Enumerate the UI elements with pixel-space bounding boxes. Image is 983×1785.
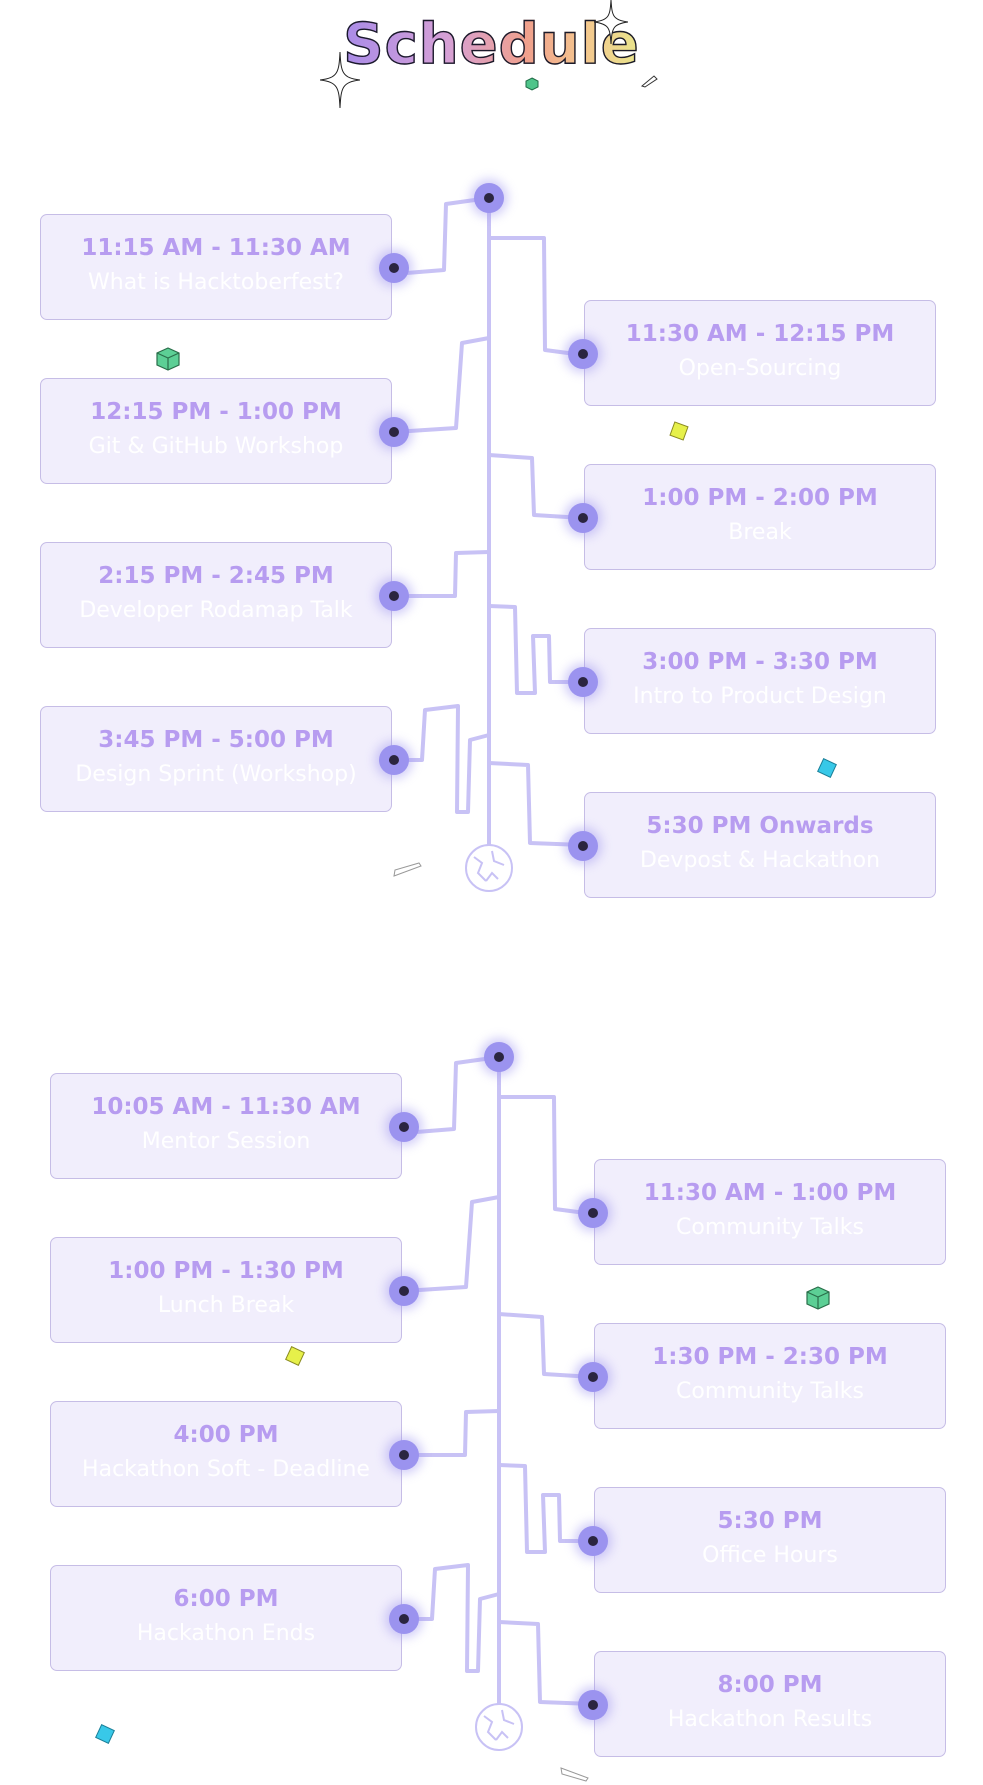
event-time: 11:15 AM - 11:30 AM	[81, 235, 351, 261]
timeline-node	[389, 1440, 419, 1470]
timeline-node	[379, 581, 409, 611]
timeline-node	[578, 1690, 608, 1720]
timeline-node	[578, 1526, 608, 1556]
globe-icon	[475, 1703, 523, 1751]
event-topic: What is Hacktoberfest?	[88, 270, 344, 295]
event-time: 5:30 PM Onwards	[646, 813, 874, 839]
timeline-node	[389, 1604, 419, 1634]
event-topic: Devpost & Hackathon	[639, 848, 881, 873]
sparkle-icon	[594, 0, 628, 44]
event-time: 11:30 AM - 12:15 PM	[625, 321, 895, 347]
timeline-node	[568, 667, 598, 697]
event-card: 5:30 PM Office Hours	[594, 1487, 946, 1593]
event-card: 4:00 PM Hackathon Soft - Deadline	[50, 1401, 402, 1507]
event-card: 1:00 PM - 2:00 PM Break	[584, 464, 936, 570]
event-card: 11:15 AM - 11:30 AM What is Hacktoberfes…	[40, 214, 392, 320]
event-topic: Hackathon Ends	[136, 1621, 316, 1646]
event-topic: Mentor Session	[141, 1129, 311, 1154]
event-time: 11:30 AM - 1:00 PM	[643, 1180, 897, 1206]
timeline-node	[379, 745, 409, 775]
event-topic: Community Talks	[676, 1215, 864, 1240]
page-title: Schedule	[0, 11, 983, 77]
event-card: 12:15 PM - 1:00 PM Git & GitHub Workshop	[40, 378, 392, 484]
event-time: 5:30 PM	[717, 1508, 823, 1534]
event-time: 6:00 PM	[173, 1586, 279, 1612]
diamond-icon	[669, 421, 689, 441]
globe-icon	[465, 844, 513, 892]
event-topic: Office Hours	[702, 1543, 838, 1568]
event-topic: Hackathon Results	[667, 1707, 873, 1732]
event-card: 11:30 AM - 12:15 PM Open-Sourcing	[584, 300, 936, 406]
timeline-node	[379, 253, 409, 283]
event-card: 1:30 PM - 2:30 PM Community Talks	[594, 1323, 946, 1429]
sparkle-icon	[320, 52, 360, 108]
event-card: 11:30 AM - 1:00 PM Community Talks	[594, 1159, 946, 1265]
cube-icon	[525, 77, 539, 91]
event-time: 4:00 PM	[173, 1422, 279, 1448]
event-card: 6:00 PM Hackathon Ends	[50, 1565, 402, 1671]
event-card: 3:45 PM - 5:00 PM Design Sprint (Worksho…	[40, 706, 392, 812]
event-topic: Developer Rodamap Talk	[79, 598, 353, 623]
page-title-text: Schedule	[343, 11, 640, 77]
timeline-node	[379, 417, 409, 447]
event-time: 8:00 PM	[717, 1672, 823, 1698]
diamond-icon	[285, 1346, 305, 1366]
event-time: 1:00 PM - 2:00 PM	[642, 485, 878, 511]
timeline-tree-1	[392, 196, 585, 850]
timeline-node	[568, 503, 598, 533]
event-topic: Design Sprint (Workshop)	[75, 762, 357, 787]
timeline-node	[578, 1198, 608, 1228]
event-card: 5:30 PM Onwards Devpost & Hackathon	[584, 792, 936, 898]
timeline-node	[389, 1112, 419, 1142]
event-topic: Lunch Break	[157, 1293, 295, 1318]
event-time: 12:15 PM - 1:00 PM	[90, 399, 342, 425]
cube-icon	[156, 347, 180, 371]
event-time: 10:05 AM - 11:30 AM	[91, 1094, 361, 1120]
event-time: 3:00 PM - 3:30 PM	[642, 649, 878, 675]
event-time: 1:30 PM - 2:30 PM	[652, 1344, 888, 1370]
event-topic: Intro to Product Design	[633, 684, 887, 709]
diamond-icon	[95, 1724, 115, 1744]
event-time: 2:15 PM - 2:45 PM	[98, 563, 334, 589]
timeline-node	[568, 339, 598, 369]
timeline-node-root	[484, 1042, 514, 1072]
timeline-node	[568, 831, 598, 861]
pencil-icon	[560, 1767, 589, 1782]
event-time: 1:00 PM - 1:30 PM	[108, 1258, 344, 1284]
pencil-icon	[640, 75, 658, 88]
event-card: 3:00 PM - 3:30 PM Intro to Product Desig…	[584, 628, 936, 734]
event-topic: Break	[728, 520, 792, 545]
event-topic: Hackathon Soft - Deadline	[82, 1457, 370, 1482]
event-topic: Git & GitHub Workshop	[88, 434, 344, 459]
diamond-icon	[817, 758, 837, 778]
event-card: 2:15 PM - 2:45 PM Developer Rodamap Talk	[40, 542, 392, 648]
timeline-node-root	[474, 183, 504, 213]
event-topic: Open-Sourcing	[678, 356, 842, 381]
event-card: 10:05 AM - 11:30 AM Mentor Session	[50, 1073, 402, 1179]
pencil-icon	[393, 862, 422, 877]
timeline-node	[578, 1362, 608, 1392]
timeline-node	[389, 1276, 419, 1306]
cube-icon	[806, 1286, 830, 1310]
event-card: 1:00 PM - 1:30 PM Lunch Break	[50, 1237, 402, 1343]
event-time: 3:45 PM - 5:00 PM	[98, 727, 334, 753]
event-card: 8:00 PM Hackathon Results	[594, 1651, 946, 1757]
event-topic: Community Talks	[676, 1379, 864, 1404]
